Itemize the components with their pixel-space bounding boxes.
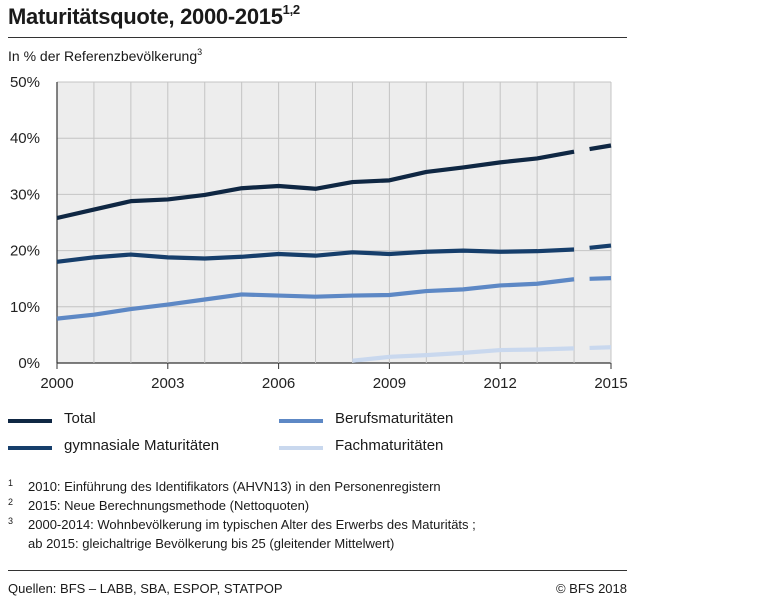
series-segment-2015-fachmaturitaeten [589,345,612,351]
chart-title-footnote-ref: 1,2 [282,2,300,17]
x-tick-label-2003: 2003 [151,375,184,392]
x-tick-label-2009: 2009 [373,375,406,392]
series-line-fachmaturitaeten [352,346,575,363]
y-tick-label-0: 0% [18,355,40,372]
legend-label-gymnasiale: gymnasiale Maturitäten [64,437,220,454]
series-line-berufsmaturitaeten [56,277,575,321]
footnote-1-text: 2010: Einführung des Identifikators (AHV… [28,479,441,494]
copyright-note: © BFS 2018 [555,581,627,596]
y-tick-label-20: 20% [10,243,40,260]
legend-swatch-total [8,419,52,423]
y-tick-label-10: 10% [10,299,40,316]
y-tick-label-40: 40% [10,130,40,147]
legend-swatch-fachmaturitaeten [279,446,323,450]
y-tick-label-30: 30% [10,186,40,203]
legend-swatch-gymnasiale [8,446,52,450]
y-tick-label-50: 50% [10,74,40,91]
series-line-total [56,149,575,221]
legend-label-berufsmaturitaeten: Berufsmaturitäten [335,410,454,427]
plot-area-group [57,82,611,363]
series-segment-2015-berufsmaturitaeten [589,276,612,281]
axes-group: 0% 10% 20% 30% 40% 50% 2000 2003 2006 2009 2012 201… [10,74,628,392]
footer-divider [8,570,627,571]
footnote-1: 1 2010: Einführung des Identifikators (AH… [8,477,476,496]
footnote-2: 2 2015: Neue Berechnungsmethode (Nettoquo… [8,496,476,515]
footnote-3-continued: ab 2015: gleichaltrige Bevölkerung bis 2… [8,534,476,553]
chart-subtitle: In % der Referenzbevölkerung3 [8,47,202,64]
source-note: Quellen: BFS – LABB, SBA, ESPOP, STATPOP [8,581,283,596]
series-segment-2015-total [589,143,612,152]
x-tick-label-2015: 2015 [594,375,627,392]
footnote-1-number: 1 [8,478,14,488]
series-line-gymnasiale [56,247,575,264]
series-lines-group [56,143,612,363]
chart-subtitle-footnote-ref: 3 [197,47,203,57]
footnote-2-number: 2 [8,497,14,507]
chart-title-text: Maturitätsquote, 2000-2015 [8,4,283,29]
x-tick-label-2000: 2000 [40,375,73,392]
legend-label-total: Total [64,410,96,427]
footnote-3-number: 3 [8,516,14,526]
chart-subtitle-text: In % der Referenzbevölkerung [8,48,198,64]
footnote-2-text: 2015: Neue Berechnungsmethode (Nettoquot… [28,498,310,513]
series-segment-2015-gymnasiale [589,243,612,250]
title-divider [8,37,627,38]
footnote-3-text: 2000-2014: Wohnbevölkerung im typischen … [28,517,476,532]
legend-label-fachmaturitaeten: Fachmaturitäten [335,437,444,454]
legend-swatch-berufsmaturitaeten [279,419,323,423]
footnote-3b-text: ab 2015: gleichaltrige Bevölkerung bis 2… [28,536,395,551]
footnote-3: 3 2000-2014: Wohnbevölkerung im typischen… [8,515,476,534]
chart-title: Maturitätsquote, 2000-20151,2 [8,2,300,30]
footnotes: 1 2010: Einführung des Identifikators (AH… [8,477,476,553]
plot-background [57,82,611,363]
x-tick-label-2006: 2006 [262,375,295,392]
x-tick-label-2012: 2012 [484,375,517,392]
